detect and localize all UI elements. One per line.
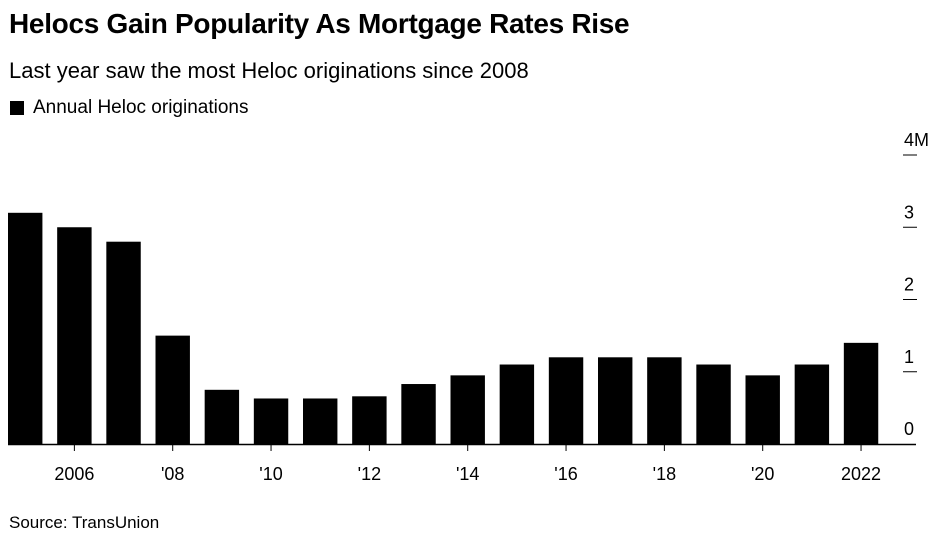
x-tick-label-2020: '20 xyxy=(751,464,774,484)
legend-label: Annual Heloc originations xyxy=(33,97,249,118)
legend-swatch xyxy=(10,101,24,115)
y-tick-label-1: 1 xyxy=(904,347,914,367)
bar-2013 xyxy=(401,384,436,444)
y-tick-label-2: 2 xyxy=(904,275,914,295)
x-tick-label-2016: '16 xyxy=(554,464,577,484)
bar-2012 xyxy=(352,396,387,444)
bar-2016 xyxy=(548,357,584,444)
bar-2014 xyxy=(450,375,485,444)
bar-2008 xyxy=(155,335,190,445)
bar-2005 xyxy=(8,212,43,444)
x-tick-label-2010: '10 xyxy=(259,464,282,484)
bar-2019 xyxy=(696,364,731,444)
x-tick-label-2006: 2006 xyxy=(54,464,94,484)
x-tick-label-2022: 2022 xyxy=(841,464,881,484)
bar-2010 xyxy=(253,398,289,444)
source-note: Source: TransUnion xyxy=(9,513,160,532)
legend: Annual Heloc originations xyxy=(10,97,248,119)
y-tick-label-4: 4M xyxy=(904,130,929,150)
x-tick-label-2014: '14 xyxy=(456,464,479,484)
y-tick-label-3: 3 xyxy=(904,202,914,222)
bar-2015 xyxy=(499,364,535,444)
y-tick-label-0: 0 xyxy=(904,419,914,439)
chart-title: Helocs Gain Popularity As Mortgage Rates… xyxy=(9,8,630,39)
bar-2006 xyxy=(57,227,92,444)
chart-subtitle: Last year saw the most Heloc origination… xyxy=(9,58,529,83)
bar-2009 xyxy=(204,389,240,444)
x-tick-label-2012: '12 xyxy=(358,464,381,484)
bar-2021 xyxy=(794,364,830,444)
bar-2007 xyxy=(106,241,141,444)
bar-2020 xyxy=(745,375,780,444)
bar-2018 xyxy=(647,357,682,444)
bar-2011 xyxy=(303,398,338,444)
bar-2022 xyxy=(843,342,879,444)
x-tick-label-2008: '08 xyxy=(161,464,184,484)
x-tick-label-2018: '18 xyxy=(653,464,676,484)
bar-2017 xyxy=(598,357,633,444)
